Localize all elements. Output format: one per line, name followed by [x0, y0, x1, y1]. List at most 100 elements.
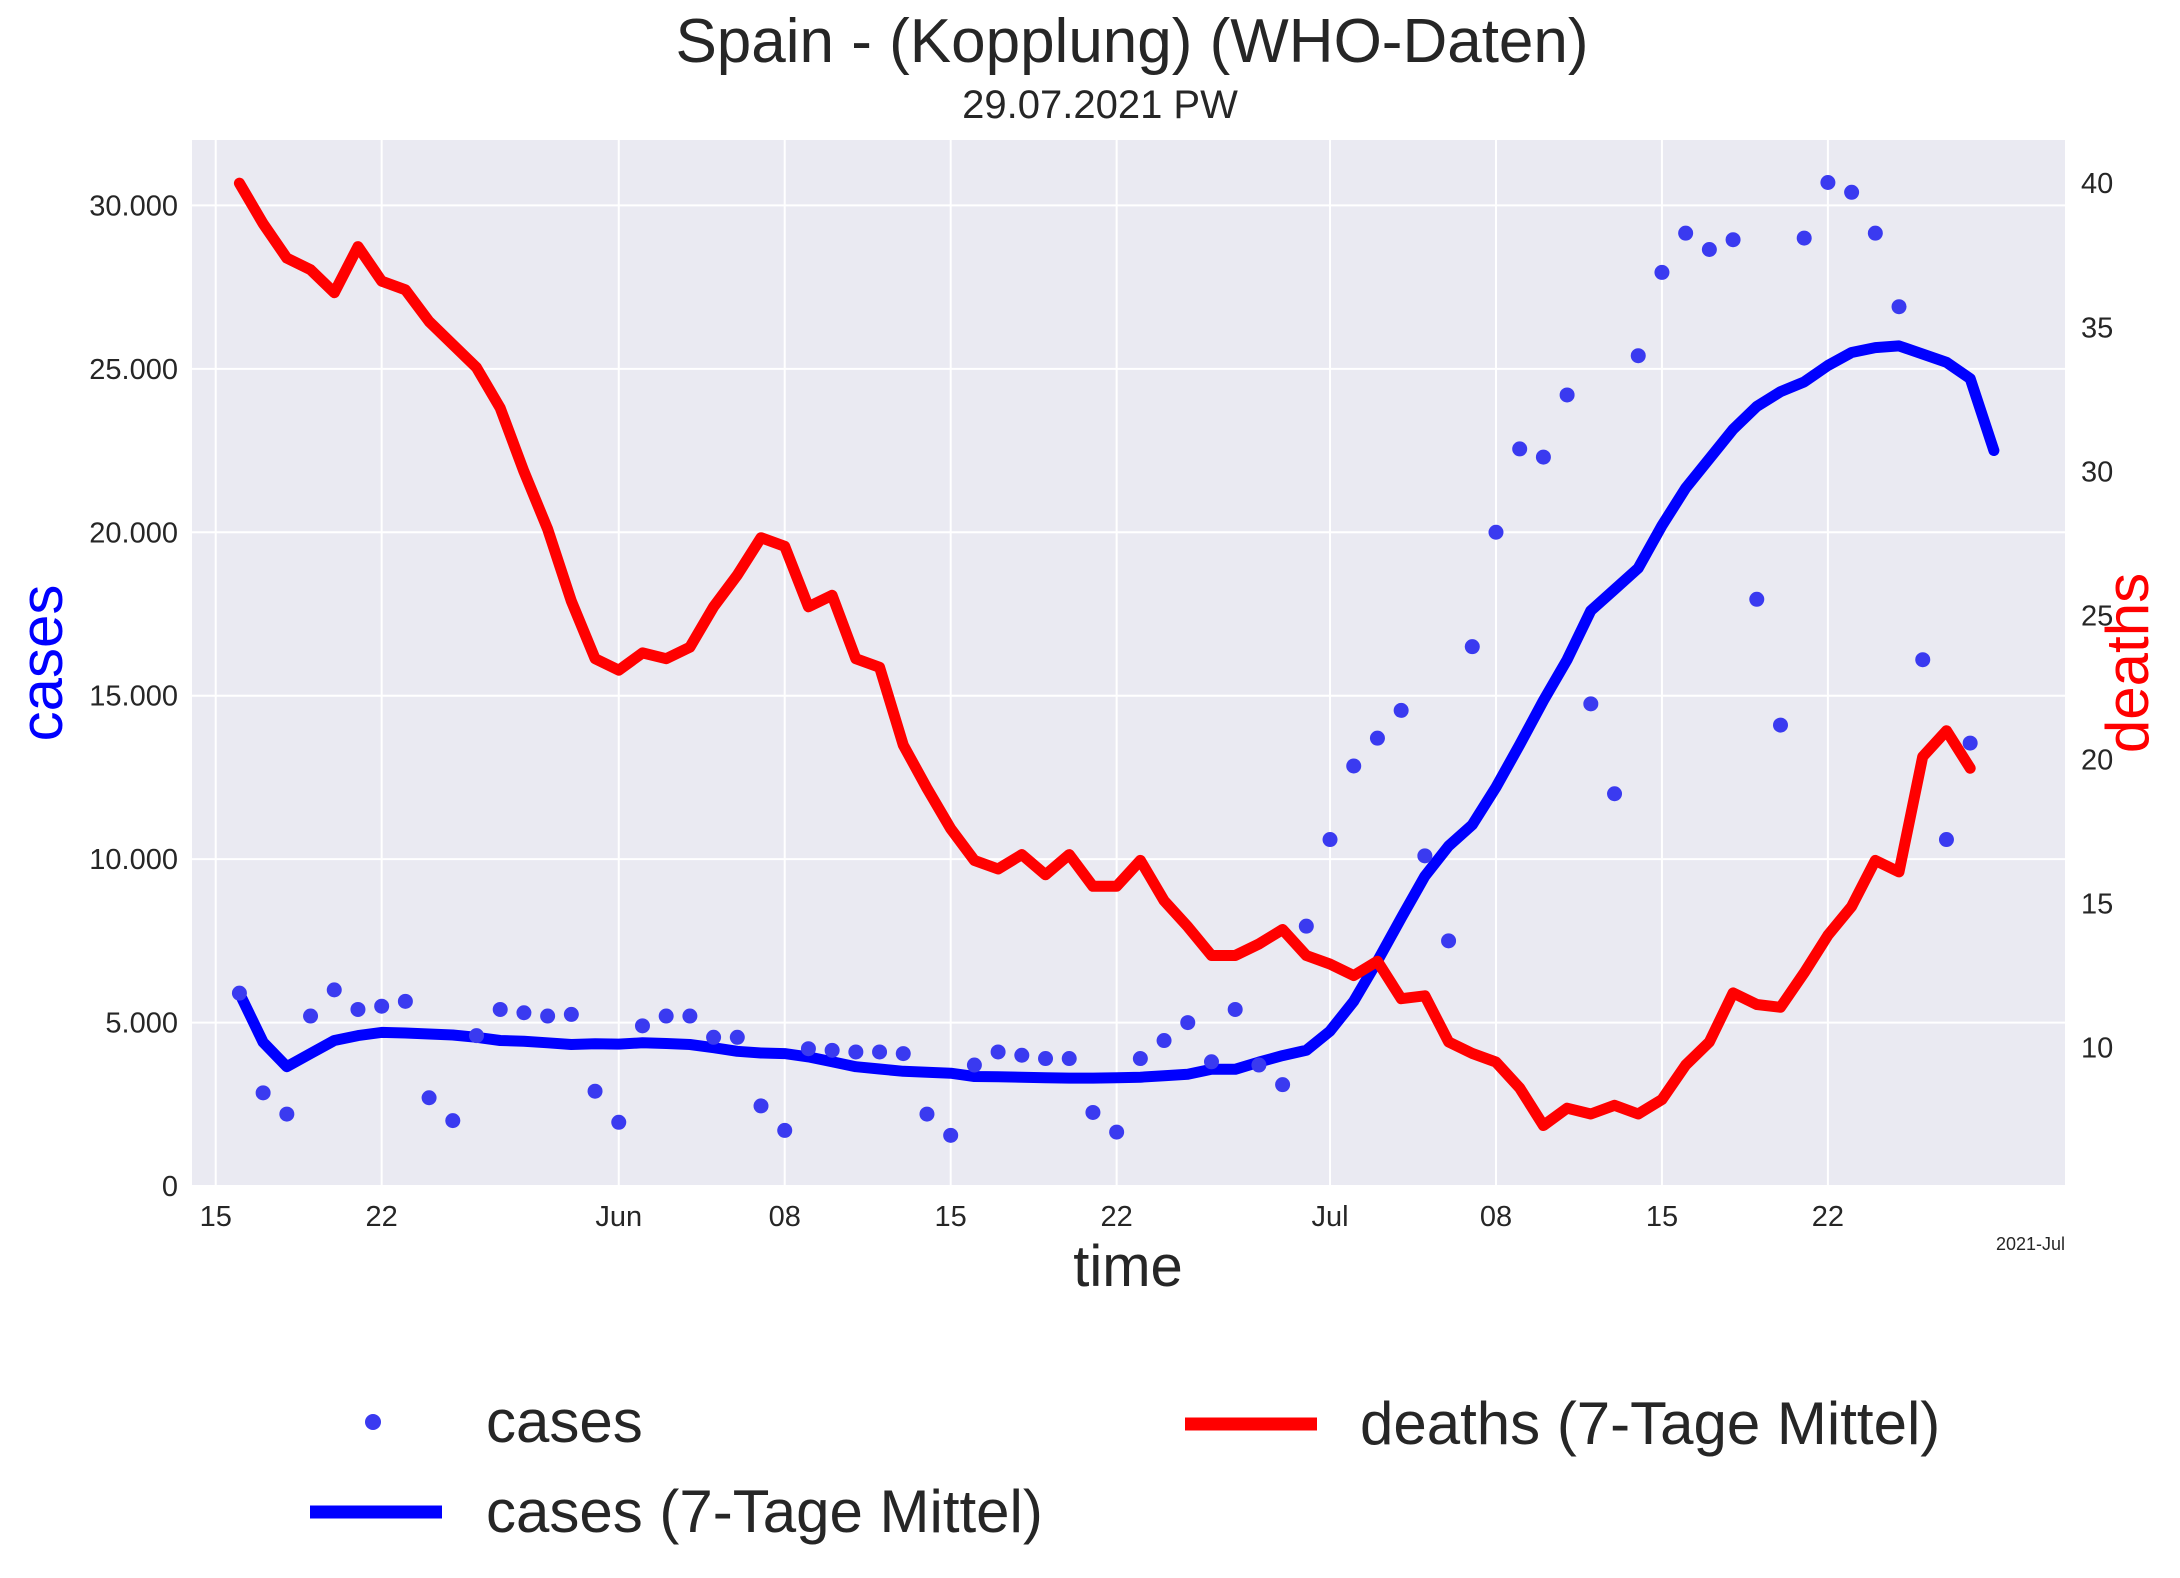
data-point-cases: [1844, 184, 1860, 200]
data-point-cases: [1535, 449, 1551, 465]
data-point-cases: [279, 1106, 295, 1122]
data-point-cases: [445, 1113, 461, 1129]
data-point-cases: [563, 1006, 579, 1022]
data-point-cases: [919, 1106, 935, 1122]
data-point-cases: [1251, 1057, 1267, 1073]
data-point-cases: [1180, 1015, 1196, 1031]
y-left-tick-label: 20.000: [89, 517, 178, 549]
data-point-cases: [1417, 848, 1433, 864]
data-point-cases: [1346, 758, 1362, 774]
data-point-cases: [1038, 1051, 1054, 1067]
data-point-cases: [1014, 1047, 1030, 1063]
y-right-tick-label: 30: [2081, 456, 2113, 488]
data-point-cases: [1630, 348, 1646, 364]
x-tick-label: 08: [1480, 1201, 1512, 1233]
data-point-cases: [1701, 242, 1717, 258]
data-point-cases: [1820, 174, 1836, 190]
data-point-cases: [729, 1029, 745, 1045]
data-point-cases: [1796, 230, 1812, 246]
data-point-cases: [1109, 1124, 1125, 1140]
data-point-cases: [966, 1057, 982, 1073]
x-tick-label: 15: [935, 1201, 967, 1233]
data-point-cases: [706, 1029, 722, 1045]
series-line-cases-7-tage-mittel: [233, 340, 2000, 1084]
data-point-cases: [231, 985, 247, 1001]
y-right-tick-label: 35: [2081, 312, 2113, 344]
data-point-cases: [492, 1001, 508, 1017]
data-point-cases: [1132, 1051, 1148, 1067]
data-point-cases: [1678, 225, 1694, 241]
data-point-cases: [895, 1046, 911, 1062]
data-point-cases: [587, 1083, 603, 1099]
data-point-cases: [540, 1008, 556, 1024]
data-point-cases: [1772, 717, 1788, 733]
legend-deaths-avg-label: deaths (7-Tage Mittel): [1360, 1390, 1940, 1457]
data-point-cases: [326, 982, 342, 998]
data-point-cases: [1441, 933, 1457, 949]
x-tick-label: 22: [1812, 1201, 1844, 1233]
y-left-tick-label: 5.000: [105, 1008, 178, 1040]
data-point-cases: [1725, 232, 1741, 248]
data-point-cases: [1962, 735, 1978, 751]
data-point-cases: [1559, 387, 1575, 403]
x-tick-label: Jul: [1311, 1201, 1348, 1233]
data-point-cases: [658, 1008, 674, 1024]
data-point-cases: [1891, 299, 1907, 315]
y-left-tick-label: 15.000: [89, 681, 178, 713]
data-point-cases: [990, 1044, 1006, 1060]
legend: cases cases (7-Tage Mittel) deaths (7-Ta…: [310, 1388, 1940, 1545]
legend-cases-marker: [365, 1414, 381, 1430]
x-axis-label: time: [1073, 1234, 1183, 1299]
legend-cases-label: cases: [486, 1388, 643, 1455]
data-point-cases: [1369, 730, 1385, 746]
data-point-cases: [1322, 832, 1338, 848]
data-point-cases: [374, 998, 390, 1014]
x-tick-label: 22: [1101, 1201, 1133, 1233]
data-point-cases: [350, 1001, 366, 1017]
data-point-cases: [1393, 702, 1409, 718]
legend-cases-avg-label: cases (7-Tage Mittel): [486, 1478, 1043, 1545]
data-point-cases: [1488, 524, 1504, 540]
data-point-cases: [777, 1122, 793, 1138]
data-point-cases: [824, 1042, 840, 1058]
data-point-cases: [753, 1098, 769, 1114]
data-point-cases: [1749, 591, 1765, 607]
x-axis-corner-label: 2021-Jul: [1996, 1234, 2065, 1254]
series: [231, 174, 2000, 1143]
data-point-cases: [397, 993, 413, 1009]
data-point-cases: [1085, 1104, 1101, 1120]
chart-subtitle: 29.07.2021 PW: [962, 83, 1238, 127]
data-point-cases: [872, 1044, 888, 1060]
data-point-cases: [848, 1044, 864, 1060]
y-left-tick-label: 30.000: [89, 190, 178, 222]
x-tick-label: 15: [1646, 1201, 1678, 1233]
data-point-cases: [1298, 918, 1314, 934]
axis-ticks: 15 22 Jun 08 15 22 Jul 08 15 22 0 5.000 10.000 15.000…: [89, 168, 2113, 1233]
data-point-cases: [634, 1018, 650, 1034]
x-tick-label: 22: [366, 1201, 398, 1233]
data-point-cases: [1867, 225, 1883, 241]
x-tick-label: 08: [769, 1201, 801, 1233]
data-point-cases: [421, 1090, 437, 1106]
data-point-cases: [303, 1008, 319, 1024]
y-left-tick-label: 0: [162, 1171, 178, 1203]
data-point-cases: [1938, 832, 1954, 848]
y-right-tick-label: 25: [2081, 600, 2113, 632]
y-right-tick-label: 40: [2081, 168, 2113, 200]
y-right-tick-label: 20: [2081, 745, 2113, 777]
data-point-cases: [1275, 1077, 1291, 1093]
data-point-cases: [1156, 1033, 1172, 1049]
x-tick-label: Jun: [595, 1201, 642, 1233]
y-axis-right-label: deaths: [2094, 573, 2161, 753]
y-right-tick-label: 10: [2081, 1033, 2113, 1065]
data-point-cases: [1464, 639, 1480, 655]
y-left-tick-label: 25.000: [89, 354, 178, 386]
y-right-tick-label: 15: [2081, 889, 2113, 921]
data-point-cases: [1654, 264, 1670, 280]
series-line-deaths-7-tage-mittel: [233, 177, 1976, 1131]
data-point-cases: [1583, 696, 1599, 712]
x-tick-label: 15: [200, 1201, 232, 1233]
data-point-cases: [800, 1041, 816, 1057]
grid: [192, 140, 2065, 1187]
